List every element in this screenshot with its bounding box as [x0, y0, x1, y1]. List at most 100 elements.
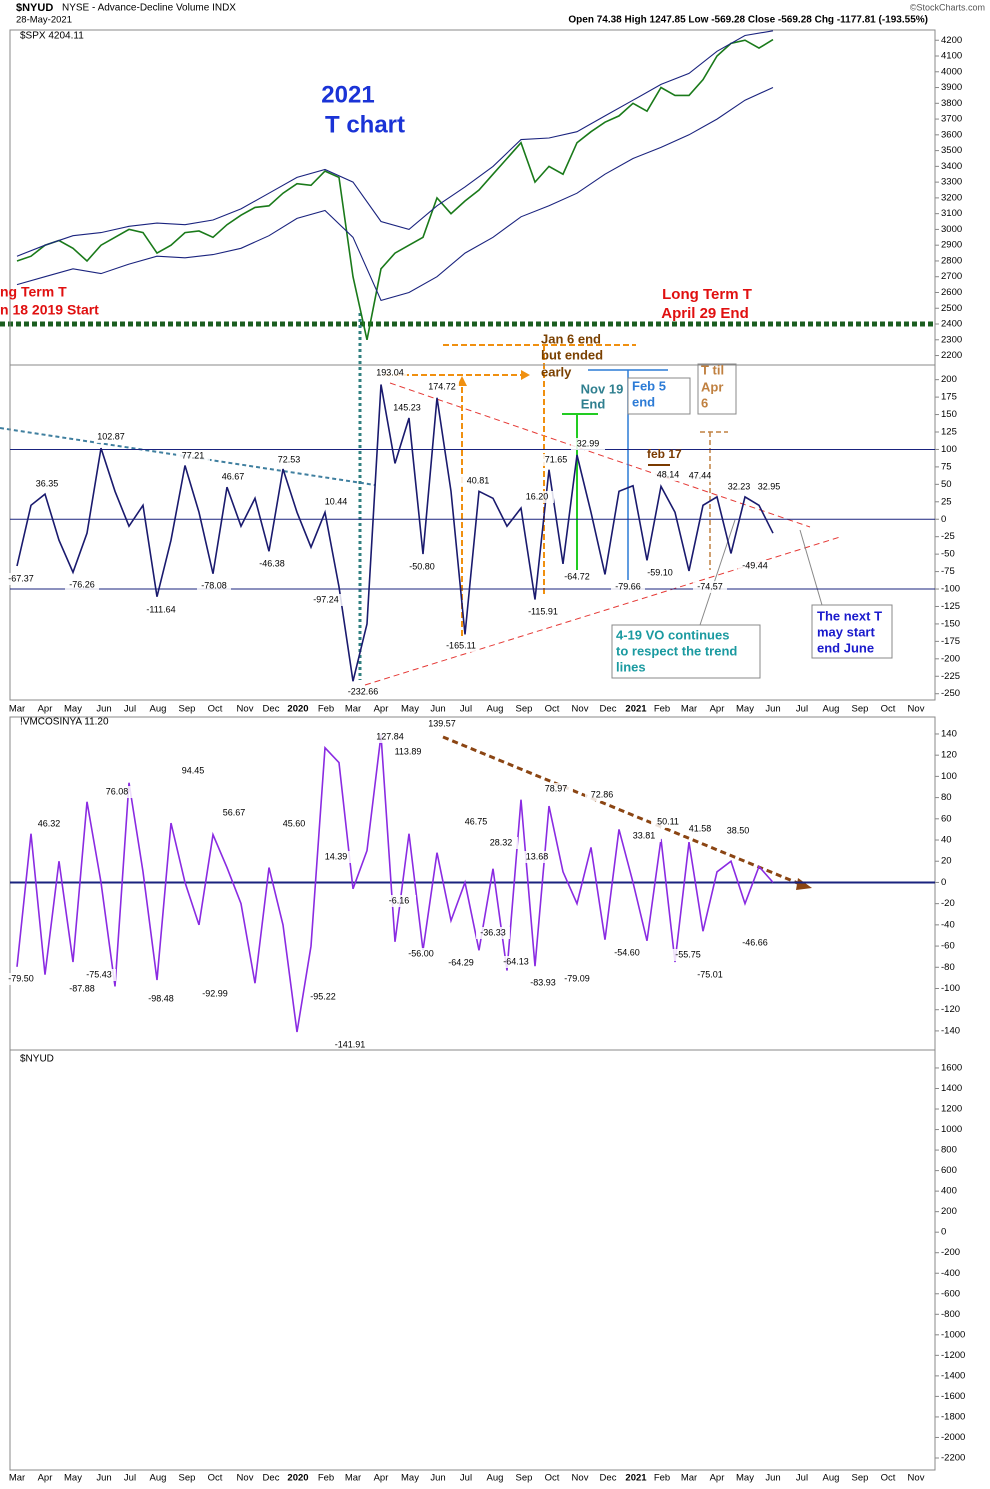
annotation: n 18 2019 Start: [0, 302, 99, 318]
y-tick-label: -800: [941, 1309, 960, 1320]
peak-label-bg: [444, 640, 478, 652]
x-tick-label: Jun: [765, 1473, 780, 1484]
peak-label-bg: [721, 825, 755, 837]
x-tick-label: Feb: [318, 1473, 334, 1484]
annotation: 4-19 VO continues: [616, 627, 729, 642]
peak-label-bg: [425, 718, 459, 730]
series-line: [16, 734, 774, 1033]
y-tick-label: -20: [941, 898, 955, 909]
peak-label: -232.66: [348, 686, 379, 696]
x-tick-label: May: [64, 1473, 82, 1484]
x-tick-label: Mar: [345, 1473, 361, 1484]
x-tick-label: Nov: [572, 704, 589, 715]
annotation: 6: [701, 395, 708, 410]
peak-label: -64.72: [564, 571, 590, 581]
peak-label-bg: [217, 807, 251, 819]
x-tick-label: Jul: [796, 704, 808, 715]
peak-label-bg: [683, 470, 717, 482]
y-tick-label: 3000: [941, 224, 962, 235]
peak-label-bg: [144, 993, 178, 1005]
peak-label-bg: [4, 973, 38, 985]
peak-label-bg: [373, 367, 407, 379]
x-tick-label: Oct: [545, 704, 560, 715]
y-tick-label: 75: [941, 461, 952, 472]
x-tick-label: Sep: [852, 1473, 869, 1484]
y-tick-label: 80: [941, 792, 952, 803]
peak-label-bg: [539, 783, 573, 795]
peak-label-bg: [651, 469, 685, 481]
y-tick-label: -1800: [941, 1411, 965, 1422]
y-tick-label: 2200: [941, 350, 962, 361]
peak-label-bg: [476, 927, 510, 939]
peak-label-bg: [319, 851, 353, 863]
peak-label-bg: [643, 567, 677, 579]
x-tick-label: Apr: [374, 704, 389, 715]
y-tick-label: 0: [941, 514, 946, 525]
x-tick-label: 2021: [625, 704, 647, 715]
peak-label-bg: [610, 947, 644, 959]
x-tick-label: Jun: [430, 1473, 445, 1484]
peak-label-bg: [693, 969, 727, 981]
x-tick-label: Mar: [9, 704, 25, 715]
peak-label-bg: [333, 1039, 367, 1051]
peak-label: 47.44: [689, 470, 712, 480]
peak-label-bg: [144, 604, 178, 616]
x-tick-label: Sep: [179, 1473, 196, 1484]
peak-label: -83.93: [530, 977, 556, 987]
peak-label-bg: [499, 956, 533, 968]
x-tick-label: May: [736, 704, 754, 715]
x-tick-label: Nov: [237, 1473, 254, 1484]
annotation: 2021: [321, 81, 374, 108]
peak-label: 46.75: [465, 816, 488, 826]
panel-title: $NYUD: [20, 1054, 54, 1065]
peak-label-bg: [176, 765, 210, 777]
peak-label-bg: [585, 789, 619, 801]
y-tick-label: -150: [941, 618, 960, 629]
x-tick-label: Nov: [237, 704, 254, 715]
y-tick-label: -600: [941, 1288, 960, 1299]
x-tick-label: May: [401, 704, 419, 715]
y-tick-label: -200: [941, 1247, 960, 1258]
peak-label-bg: [306, 991, 340, 1003]
x-tick-label: Nov: [908, 704, 925, 715]
peak-label: -75.43: [86, 969, 112, 979]
peak-label: -64.13: [503, 956, 529, 966]
peak-label: 36.35: [36, 478, 59, 488]
peak-label: 46.32: [38, 818, 61, 828]
y-tick-label: -75: [941, 566, 955, 577]
y-tick-label: 3500: [941, 145, 962, 156]
peak-label: -56.00: [408, 948, 434, 958]
x-tick-label: Jun: [96, 1473, 111, 1484]
peak-label-bg: [272, 454, 306, 466]
x-tick-label: May: [401, 1473, 419, 1484]
x-tick-label: Sep: [516, 1473, 533, 1484]
series-line: [16, 38, 774, 340]
peak-label: -76.26: [69, 579, 95, 589]
peak-label-bg: [560, 571, 594, 583]
peak-label-bg: [738, 937, 772, 949]
x-tick-label: May: [736, 1473, 754, 1484]
x-tick-label: Dec: [600, 704, 617, 715]
x-tick-label: Mar: [345, 704, 361, 715]
peak-label: 45.60: [283, 818, 306, 828]
y-tick-label: 3400: [941, 161, 962, 172]
note-box: [697, 363, 737, 415]
note-pointer: [699, 519, 736, 626]
peak-label: -165.11: [446, 640, 476, 650]
peak-label: -75.01: [697, 969, 723, 979]
y-tick-label: 600: [941, 1165, 957, 1176]
peak-label-bg: [459, 816, 493, 828]
x-tick-label: Apr: [710, 704, 725, 715]
x-tick-label: Nov: [908, 1473, 925, 1484]
annotation: may start: [817, 624, 875, 639]
peak-label-bg: [651, 816, 685, 828]
peak-label: -46.38: [259, 558, 285, 568]
description: NYSE - Advance-Decline Volume INDX: [62, 3, 236, 14]
annotation: Long Term T: [662, 286, 752, 303]
x-tick-label: Jun: [96, 704, 111, 715]
y-tick-label: 4200: [941, 35, 962, 46]
y-tick-label: -50: [941, 549, 955, 560]
peak-label: 145.23: [393, 402, 421, 412]
y-tick-label: -400: [941, 1268, 960, 1279]
